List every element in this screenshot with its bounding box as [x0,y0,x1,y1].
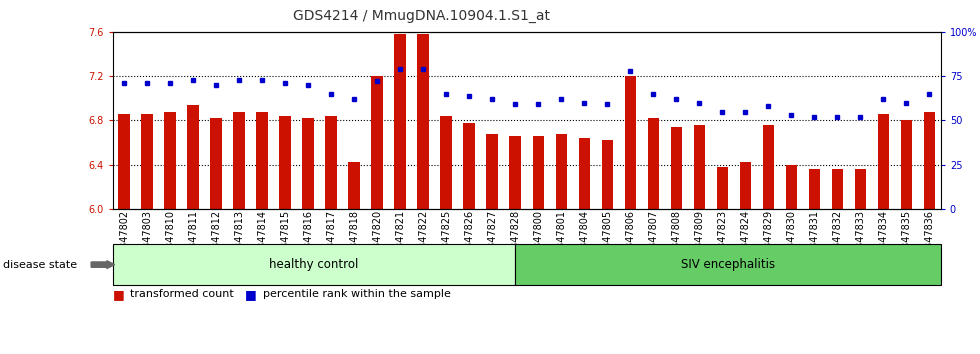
Bar [187,105,199,209]
Bar [670,127,682,209]
Bar [648,118,659,209]
Text: GDS4214 / MmugDNA.10904.1.S1_at: GDS4214 / MmugDNA.10904.1.S1_at [293,9,550,23]
Bar [510,136,521,209]
Bar [556,134,567,209]
Bar [417,34,429,209]
Bar [257,112,268,209]
Bar [141,114,153,209]
Bar [624,76,636,209]
Bar [716,167,728,209]
Bar [855,169,866,209]
Text: transformed count: transformed count [130,289,234,298]
Text: healthy control: healthy control [270,258,359,271]
Bar [486,134,498,209]
Bar [808,169,820,209]
Text: ■: ■ [245,289,257,302]
Bar [371,76,383,209]
Bar [602,140,613,209]
Bar [877,114,889,209]
Bar [740,162,751,209]
Bar [233,112,245,209]
Bar [786,165,797,209]
Bar [532,136,544,209]
Text: ■: ■ [113,289,124,302]
Bar [832,169,843,209]
Bar [901,120,912,209]
Bar [440,116,452,209]
Bar [349,162,360,209]
Bar [395,34,406,209]
Bar [694,125,705,209]
Bar [211,118,221,209]
Text: percentile rank within the sample: percentile rank within the sample [263,289,451,298]
Bar [119,114,130,209]
Bar [762,125,774,209]
Bar [303,118,314,209]
Bar [165,112,176,209]
Bar [325,116,337,209]
Text: disease state: disease state [3,259,77,270]
Bar [923,112,935,209]
Bar [464,122,475,209]
Bar [279,116,291,209]
Bar [578,138,590,209]
Text: SIV encephalitis: SIV encephalitis [681,258,775,271]
